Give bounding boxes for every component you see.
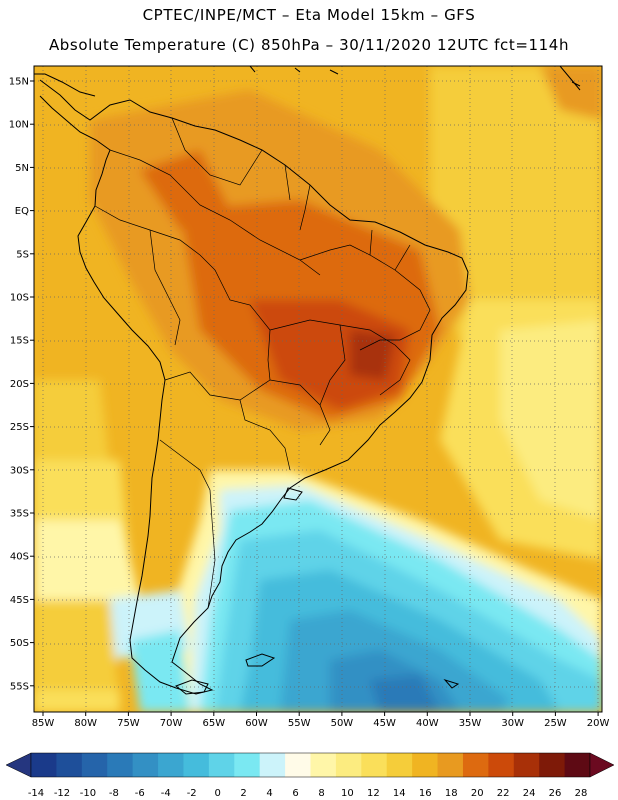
longitude-label: 85W bbox=[32, 718, 55, 729]
map-title-variable: Absolute Temperature (C) 850hPa – 30/11/… bbox=[48, 36, 570, 54]
colorbar-swatch bbox=[234, 753, 261, 777]
map-title-model: CPTEC/INPE/MCT – Eta Model 15km – GFS bbox=[142, 6, 476, 24]
colorbar-label: 28 bbox=[575, 788, 588, 799]
colorbar-label: 12 bbox=[367, 788, 380, 799]
colorbar-label: 4 bbox=[266, 788, 272, 799]
coastlines bbox=[34, 66, 581, 695]
longitude-label: 20W bbox=[587, 718, 610, 729]
colorbar-swatch bbox=[462, 753, 489, 777]
latitude-label: 45S bbox=[10, 595, 29, 606]
colorbar-label: -14 bbox=[28, 788, 44, 799]
colorbar-swatch bbox=[132, 753, 159, 777]
colorbar-under-arrow bbox=[5, 752, 32, 778]
falkland-islands bbox=[245, 653, 276, 667]
longitude-label: 80W bbox=[74, 718, 97, 729]
temperature-field bbox=[34, 66, 602, 712]
longitude-label: 60W bbox=[245, 718, 268, 729]
colorbar-label: 14 bbox=[393, 788, 406, 799]
colorbar-swatch bbox=[310, 753, 337, 777]
colorbar-swatch bbox=[539, 753, 566, 777]
colorbar-swatch bbox=[259, 753, 286, 777]
latitude-label: 5S bbox=[16, 249, 29, 260]
latitude-label: 5N bbox=[15, 163, 29, 174]
south-america-coastline bbox=[39, 79, 469, 695]
colorbar-swatch bbox=[81, 753, 108, 777]
colorbar-swatch bbox=[158, 753, 184, 777]
colorbar-swatch bbox=[437, 753, 464, 777]
latitude-label: 20S bbox=[10, 379, 29, 390]
colorbar-label: 10 bbox=[341, 788, 354, 799]
longitude-label: 35W bbox=[459, 718, 482, 729]
latitude-label: 10S bbox=[10, 293, 29, 304]
latitude-label: 55S bbox=[10, 681, 29, 692]
colorbar-label: -4 bbox=[161, 788, 171, 799]
colorbar-swatch bbox=[386, 753, 413, 777]
longitude-label: 65W bbox=[202, 718, 225, 729]
rio-de-la-plata bbox=[283, 487, 303, 501]
colorbar-label: -2 bbox=[187, 788, 197, 799]
latitude-label: 50S bbox=[10, 638, 29, 649]
colorbar-label: -6 bbox=[135, 788, 145, 799]
latitude-label: 15N bbox=[9, 77, 29, 88]
latitude-label: 10N bbox=[9, 120, 29, 131]
longitude-label: 50W bbox=[331, 718, 354, 729]
colorbar-label: 20 bbox=[471, 788, 484, 799]
colorbar-label: -10 bbox=[80, 788, 96, 799]
colorbar-swatch bbox=[488, 753, 515, 777]
colorbar-swatch bbox=[208, 753, 235, 777]
colorbar-label: 18 bbox=[445, 788, 458, 799]
colorbar-swatch bbox=[183, 753, 210, 777]
colorbar-swatch bbox=[412, 753, 439, 777]
colorbar-label: 6 bbox=[292, 788, 298, 799]
tierra-del-fuego bbox=[175, 679, 209, 695]
longitude-label: 45W bbox=[373, 718, 396, 729]
colorbar-swatch bbox=[107, 753, 134, 777]
colorbar-swatch bbox=[31, 753, 57, 777]
map-frame bbox=[33, 65, 603, 713]
colorbar-label: -12 bbox=[54, 788, 70, 799]
latitude-label: 25S bbox=[10, 422, 29, 433]
latitude-labels: 15N 10N 5N EQ 5S 10S 15S 20S 25S 30S 35S 40S 45S 50S 5… bbox=[9, 77, 34, 692]
longitude-label: 25W bbox=[544, 718, 567, 729]
colorbar-swatch bbox=[335, 753, 362, 777]
central-america-coastline bbox=[34, 73, 96, 97]
colorbar-label: 22 bbox=[497, 788, 510, 799]
south-georgia bbox=[443, 679, 460, 689]
longitude-label: 30W bbox=[501, 718, 524, 729]
colorbar-label: 16 bbox=[419, 788, 432, 799]
country-borders bbox=[94, 117, 431, 609]
longitude-label: 40W bbox=[416, 718, 439, 729]
latitude-label: 30S bbox=[10, 465, 29, 476]
latitude-label: 15S bbox=[10, 336, 29, 347]
colorbar-label: 26 bbox=[549, 788, 562, 799]
colorbar-over-arrow bbox=[589, 752, 615, 778]
colorbar-label: 24 bbox=[523, 788, 536, 799]
colorbar-swatch bbox=[564, 753, 591, 777]
temperature-colorbar: -14 -12 -10 -8 -6 -4 -2 0 2 4 6 8 10 12 14 16 18 20 22 24 26… bbox=[5, 752, 615, 799]
colorbar-swatch bbox=[513, 753, 540, 777]
longitude-label: 70W bbox=[160, 718, 183, 729]
colorbar-swatch bbox=[56, 753, 83, 777]
latitude-label: EQ bbox=[15, 206, 29, 217]
longitude-label: 55W bbox=[288, 718, 311, 729]
colorbar-swatch bbox=[285, 753, 311, 777]
latitude-label: 35S bbox=[10, 509, 29, 520]
longitude-labels: 85W 80W 75W 70W 65W 60W 55W 50W 45W 40W 35W 30W 25W 2… bbox=[32, 712, 610, 729]
longitude-label: 75W bbox=[117, 718, 140, 729]
colorbar-label: -8 bbox=[109, 788, 119, 799]
colorbar-label: 0 bbox=[215, 788, 221, 799]
colorbar-swatch bbox=[361, 753, 388, 777]
colorbar-label: 8 bbox=[318, 788, 324, 799]
caribbean-islands bbox=[249, 66, 581, 91]
latitude-label: 40S bbox=[10, 552, 29, 563]
colorbar-label: 2 bbox=[240, 788, 246, 799]
